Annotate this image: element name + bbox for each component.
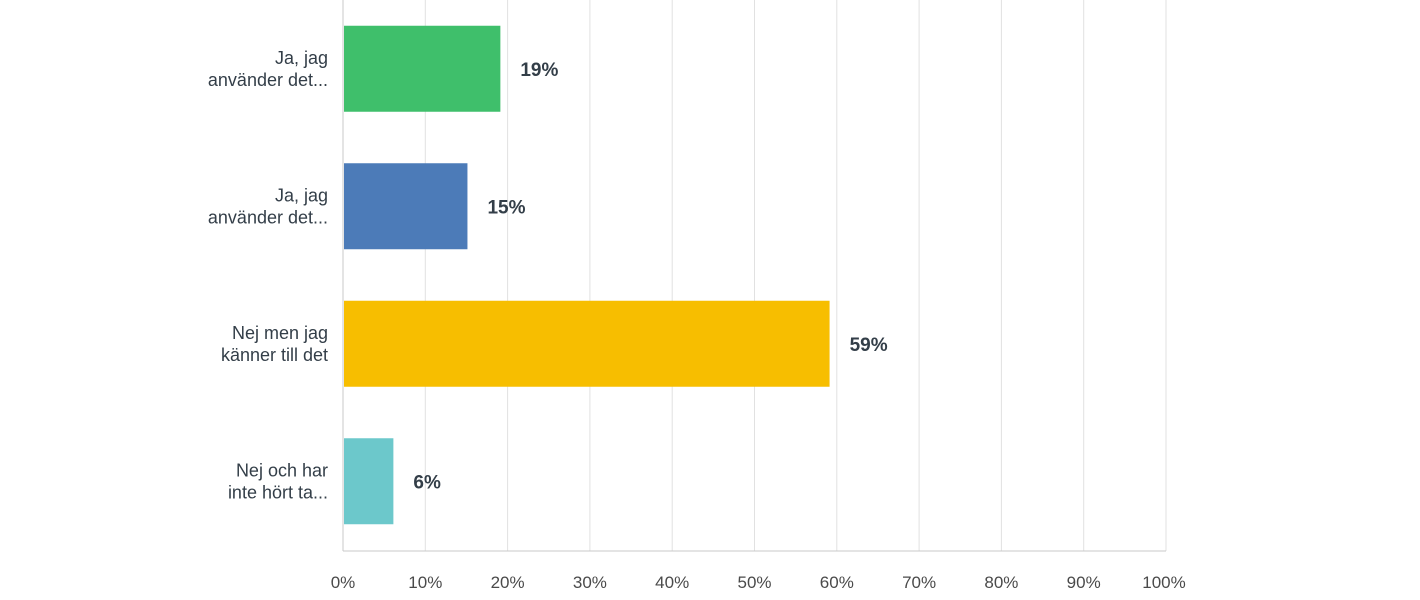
- x-tick-label-70: 70%: [902, 573, 936, 592]
- grid-layer: [424, 0, 1167, 551]
- category-label-3-line-1: Nej men jag: [232, 323, 328, 343]
- x-tick-label-20: 20%: [491, 573, 525, 592]
- category-label-1-line-2: använder det...: [208, 70, 328, 90]
- category-label-4-line-1: Nej och har: [236, 460, 328, 480]
- value-label-1: 19%: [520, 60, 558, 81]
- category-label-2-line-1: Ja, jag: [275, 185, 328, 205]
- category-label-3-line-2: känner till det: [221, 345, 328, 365]
- x-tick-label-10: 10%: [408, 573, 442, 592]
- x-tick-label-50: 50%: [737, 573, 771, 592]
- value-label-2: 15%: [487, 197, 525, 218]
- x-tick-label-100: 100%: [1142, 573, 1185, 592]
- bar-2[interactable]: [344, 163, 468, 250]
- value-label-3: 59%: [850, 335, 888, 356]
- x-tick-label-0: 0%: [331, 573, 356, 592]
- x-tick-label-40: 40%: [655, 573, 689, 592]
- label-layer: 0% 10% 20% 30% 40% 50% 60% 70% 80% 90% 100% Ja, jag…: [208, 48, 1186, 592]
- bar-1[interactable]: [344, 25, 501, 112]
- category-label-1-line-1: Ja, jag: [275, 48, 328, 68]
- bar-4[interactable]: [344, 438, 394, 525]
- category-label-4-line-2: inte hört ta...: [228, 482, 328, 502]
- value-label-4: 6%: [413, 472, 441, 493]
- x-tick-label-80: 80%: [984, 573, 1018, 592]
- bar-layer: [344, 25, 830, 525]
- category-label-2-line-2: använder det...: [208, 207, 328, 227]
- x-tick-label-60: 60%: [820, 573, 854, 592]
- bar-3[interactable]: [344, 300, 830, 387]
- x-tick-label-30: 30%: [573, 573, 607, 592]
- axis-layer: [342, 0, 1166, 552]
- x-tick-label-90: 90%: [1067, 573, 1101, 592]
